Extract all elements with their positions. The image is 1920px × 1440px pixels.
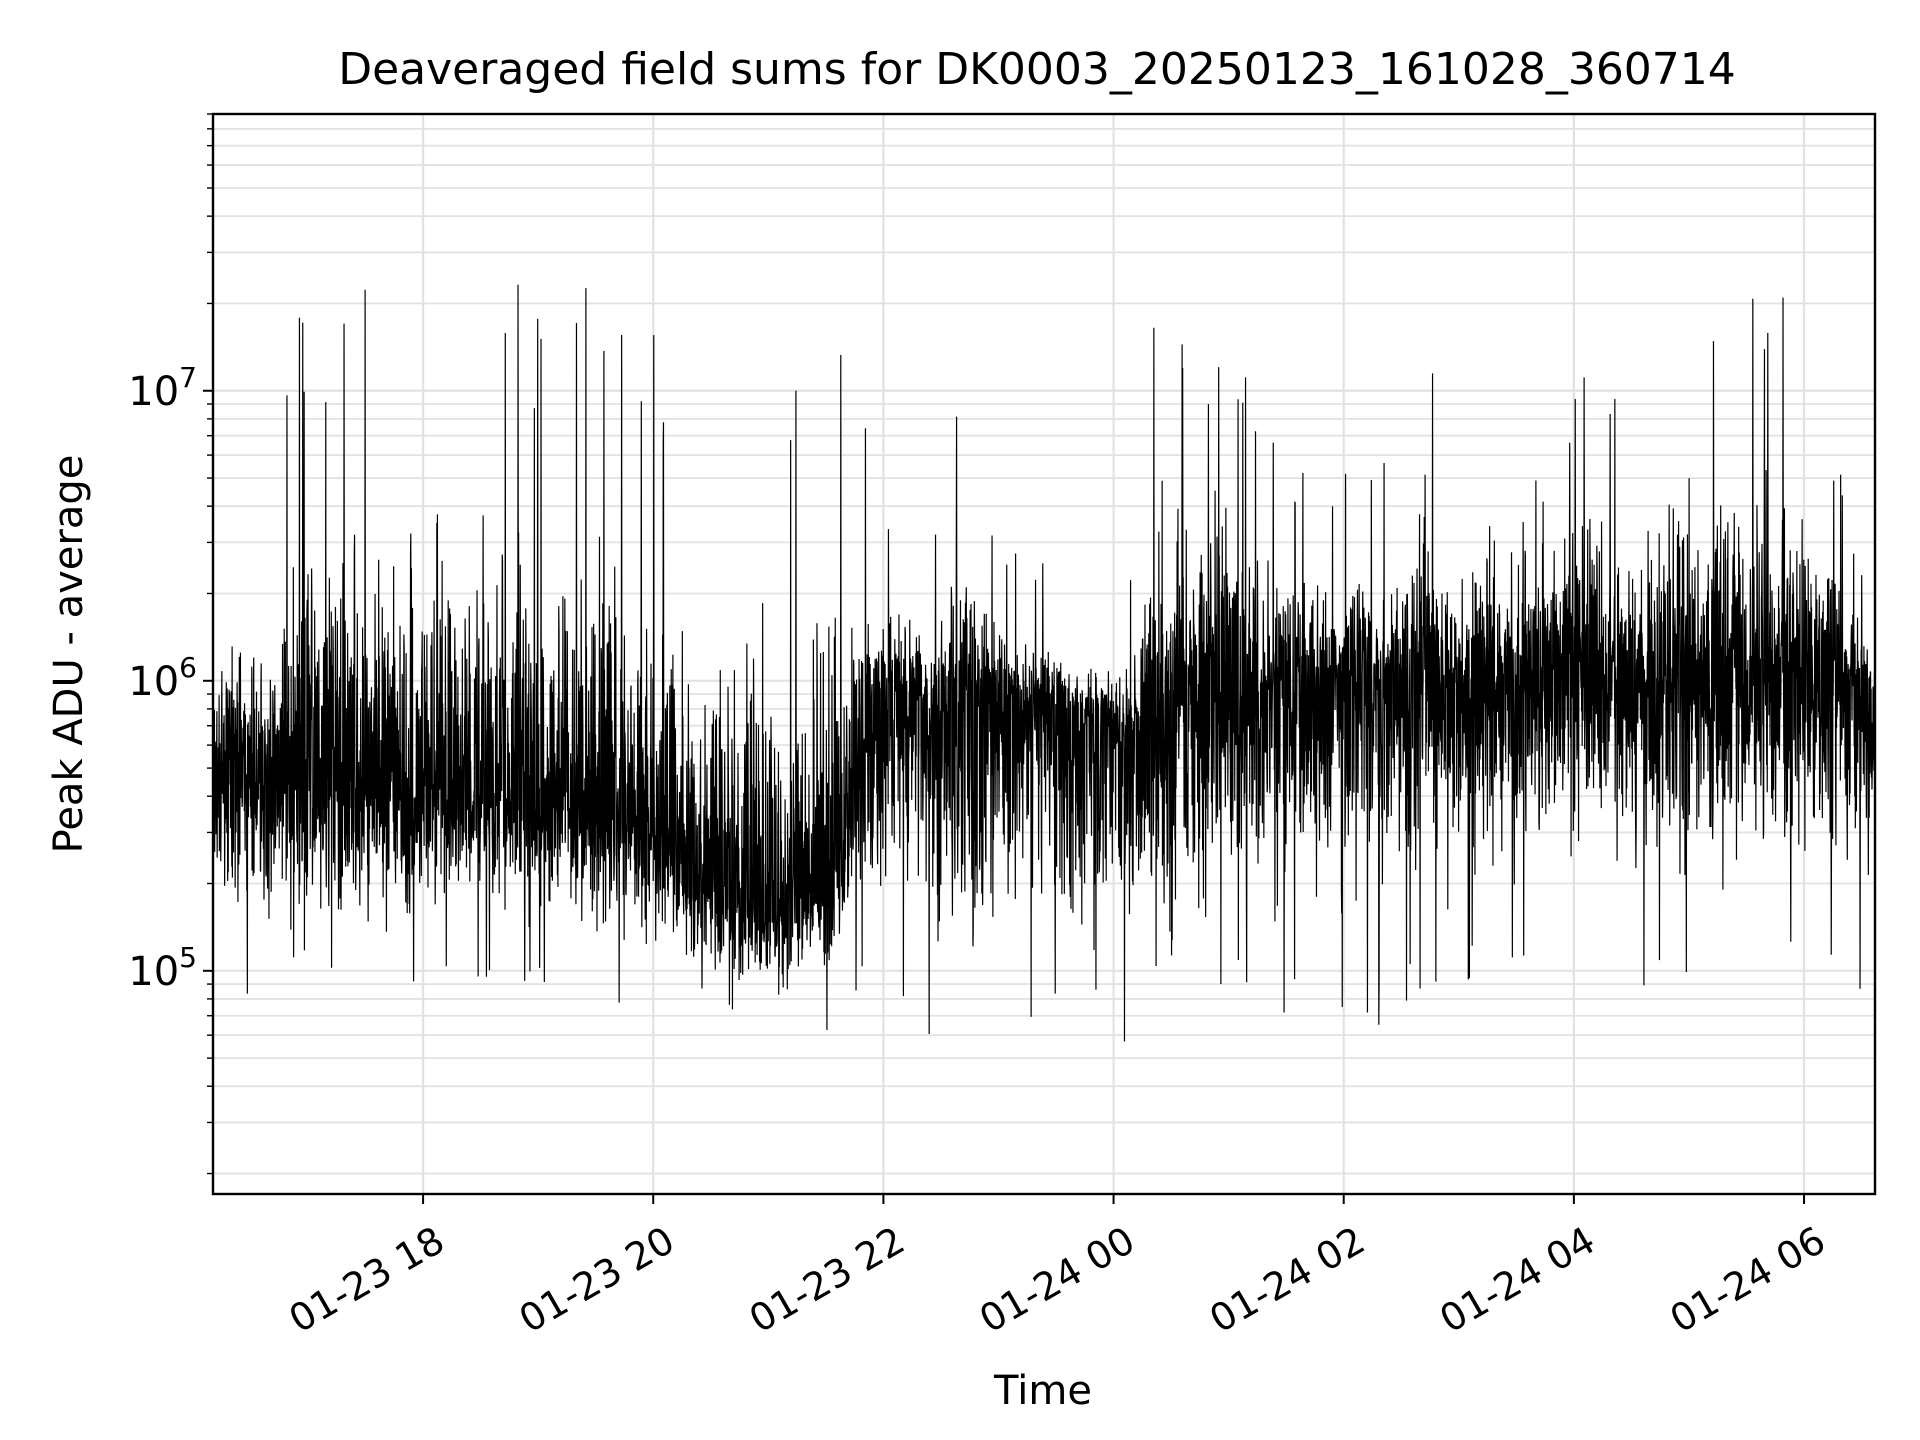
series-line xyxy=(213,284,1875,1042)
data-trace xyxy=(213,284,1875,1042)
y-tick-base: 10 xyxy=(128,949,179,995)
chart-title: Deaveraged field sums for DK0003_2025012… xyxy=(338,44,1736,95)
y-tick-exponent: 6 xyxy=(179,651,197,684)
y-tick-exponent: 7 xyxy=(179,361,197,394)
y-axis-label: Peak ADU - average xyxy=(46,455,92,854)
x-axis-label: Time xyxy=(993,1368,1092,1414)
y-tick-label: 107 xyxy=(128,361,197,415)
y-tick-exponent: 5 xyxy=(179,941,197,974)
y-tick-base: 10 xyxy=(128,659,179,705)
y-tick-label: 106 xyxy=(128,651,197,705)
plot-area-frame xyxy=(211,112,1877,1196)
y-tick-label: 105 xyxy=(128,941,197,995)
y-tick-base: 10 xyxy=(128,369,179,415)
